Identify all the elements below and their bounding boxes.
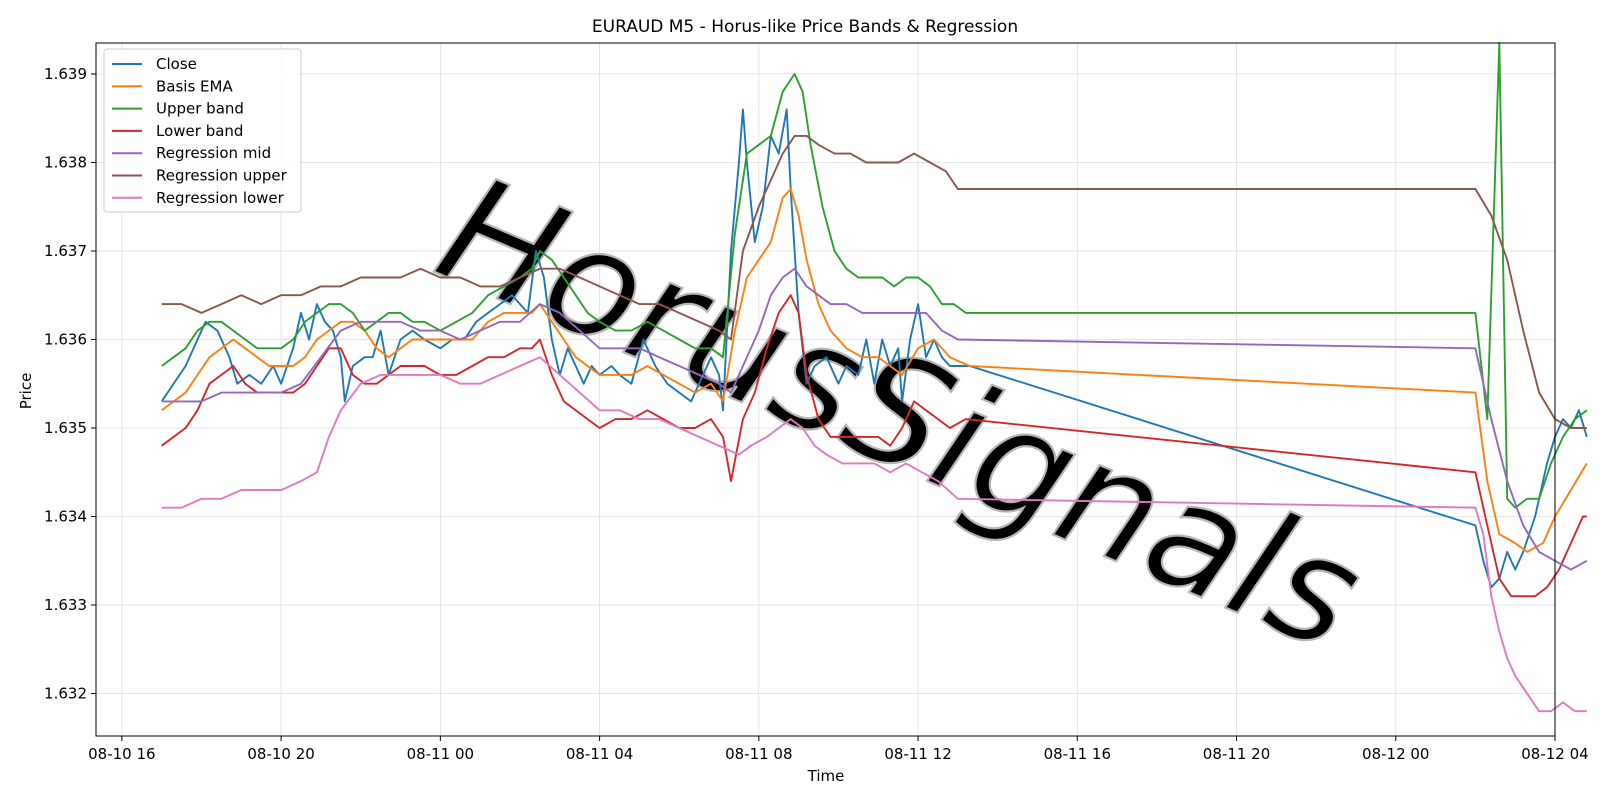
x-tick-label: 08-11 12 <box>884 745 951 763</box>
x-tick-label: 08-10 16 <box>88 745 155 763</box>
legend-box <box>103 48 302 213</box>
x-axis: 08-10 16 08-10 20 08-11 00 08-11 04 08-11 08… <box>88 736 1589 763</box>
series-line-regression-lower <box>161 356 1587 713</box>
plot-frame <box>95 42 1556 737</box>
y-tick-label: 1.634 <box>44 508 87 526</box>
watermark: HorusSignals <box>415 142 1386 687</box>
y-tick-label: 1.637 <box>44 242 87 260</box>
series-line-lower-band <box>161 294 1587 598</box>
y-axis: 1.632 1.633 1.634 1.635 1.636 1.637 1.638 1.639 <box>44 65 96 703</box>
series-line-upper-band <box>161 42 1588 509</box>
series-line-basis-ema <box>161 188 1588 553</box>
series-line-regression-mid <box>161 267 1588 571</box>
series-line-close <box>160 108 1588 589</box>
y-axis-label: Price <box>17 373 35 410</box>
chart-title: EURAUD M5 - Horus-like Price Bands & Reg… <box>592 17 1018 37</box>
x-axis-label: Time <box>807 767 845 785</box>
watermark-text: HorusSignals <box>416 143 1385 685</box>
series-layer <box>160 42 1588 713</box>
legend-label: Lower band <box>156 122 243 140</box>
legend-label: Regression mid <box>156 144 271 162</box>
y-tick-label: 1.638 <box>44 153 87 171</box>
x-tick-label: 08-11 04 <box>566 745 633 763</box>
y-tick-label: 1.635 <box>44 419 87 437</box>
x-tick-label: 08-11 00 <box>407 745 474 763</box>
x-tick-label: 08-11 20 <box>1203 745 1270 763</box>
x-tick-label: 08-12 00 <box>1362 745 1429 763</box>
x-tick-label: 08-11 08 <box>725 745 792 763</box>
x-tick-label: 08-10 20 <box>247 745 314 763</box>
legend-label: Close <box>156 55 197 73</box>
x-tick-label: 08-12 04 <box>1521 745 1588 763</box>
y-tick-label: 1.633 <box>44 596 87 614</box>
series-line-regression-upper <box>161 134 1587 429</box>
y-tick-label: 1.636 <box>44 330 87 348</box>
y-tick-label: 1.639 <box>44 65 87 83</box>
legend-label: Regression lower <box>156 189 285 207</box>
y-tick-label: 1.632 <box>44 685 87 703</box>
x-tick-label: 08-11 16 <box>1044 745 1111 763</box>
legend-label: Regression upper <box>156 167 288 185</box>
legend-label: Basis EMA <box>156 77 233 95</box>
legend-label: Upper band <box>156 100 244 118</box>
legend: Close Basis EMA Upper band Lower band Regres… <box>103 48 302 213</box>
